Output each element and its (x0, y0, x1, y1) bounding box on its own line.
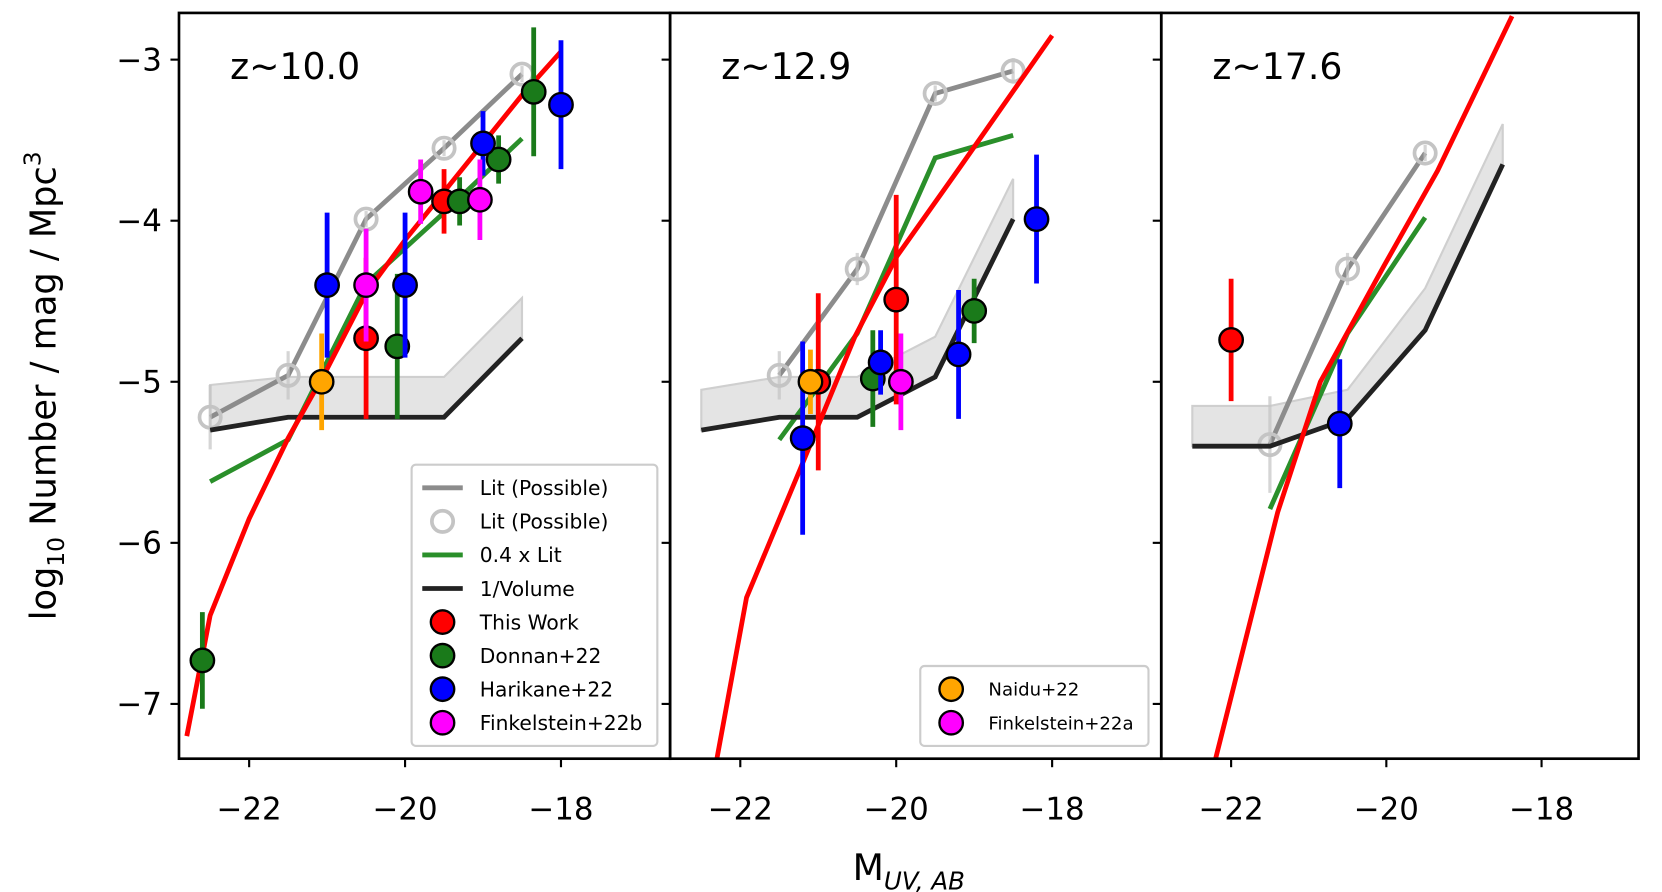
legend-item: Lit (Possible) (422, 476, 608, 500)
legend-item: Donnan+22 (429, 642, 602, 669)
marker (789, 425, 816, 452)
panel-frame (1159, 11, 1640, 761)
x-tick-label: −22 (1199, 791, 1264, 827)
legend-swatch (430, 508, 456, 534)
marker (520, 78, 547, 105)
legend-swatch (429, 676, 456, 703)
legend-item: Naidu+22 (938, 676, 1079, 703)
marker (844, 256, 870, 282)
legend-label: 1/Volume (480, 577, 575, 601)
y-label-sup: 3 (18, 151, 46, 166)
y-label-sub: 10 (42, 537, 70, 567)
x-axis-label: MUV, AB (853, 846, 965, 892)
marker (1218, 327, 1245, 353)
legend-label: Lit (Possible) (480, 510, 609, 534)
y-label-main: Number / mag / Mpc (23, 166, 64, 537)
x-label-sub: UV, AB (884, 867, 965, 892)
legend-item: Lit (Possible) (430, 508, 609, 534)
legend-box (919, 664, 1150, 747)
marker (1335, 256, 1361, 282)
plot-area (1191, 15, 1515, 759)
x-tick-label: −20 (1354, 791, 1419, 827)
x-tick-label: −18 (1020, 791, 1085, 827)
legend: Lit (Possible) Lit (Possible) 0.4 x Lit 1/V… (410, 463, 659, 747)
x-tick-label: −22 (708, 791, 773, 827)
line (714, 34, 1055, 759)
marker (353, 272, 379, 299)
legend-item: 0.4 x Lit (422, 543, 562, 567)
marker (392, 272, 418, 299)
marker (485, 146, 512, 173)
legend-label: Lit (Possible) (480, 476, 609, 500)
marker (883, 286, 910, 313)
marker (470, 130, 496, 157)
line (1213, 15, 1515, 759)
panel-title: z~12.9 (721, 45, 851, 88)
legend-label: Naidu+22 (988, 680, 1079, 701)
band (1191, 123, 1504, 448)
y-label-pre: log (23, 567, 64, 621)
legend-item: This Work (429, 609, 579, 635)
line (700, 218, 1016, 433)
legend-item: 1/Volume (422, 577, 575, 601)
legend-label: Finkelstein+22b (480, 711, 643, 735)
x-tick-label: −20 (864, 791, 929, 827)
legend-swatch (429, 709, 456, 736)
marker (1000, 58, 1026, 84)
legend-swatch (429, 642, 456, 669)
marker (961, 298, 988, 324)
marker (308, 368, 335, 395)
legend-item: Finkelstein+22b (429, 709, 643, 736)
legend-label: Finkelstein+22a (988, 713, 1133, 734)
legend-item: Finkelstein+22a (938, 709, 1134, 736)
y-axis-label: log10 Number / mag / Mpc3 (18, 151, 69, 620)
marker (945, 341, 972, 368)
legend-box (410, 463, 659, 747)
x-tick-label: −18 (1509, 791, 1574, 827)
legend-label: Harikane+22 (480, 677, 613, 701)
legend-swatch (938, 676, 965, 703)
y-tick-label: −7 (116, 687, 162, 723)
x-tick-label: −18 (528, 791, 593, 827)
legend: Naidu+22 Finkelstein+22a (919, 664, 1150, 747)
plot-area (184, 27, 574, 737)
y-tick-label: −6 (116, 526, 162, 562)
marker (548, 91, 574, 118)
plot-area (700, 34, 1055, 759)
marker (797, 368, 824, 395)
marker (467, 186, 493, 213)
x-tick-label: −20 (372, 791, 437, 827)
marker (766, 362, 792, 388)
panel: −22 −20 −18 z~12.9 Naidu+22 Finkelstein+22a (661, 11, 1163, 827)
legend-label: 0.4 x Lit (480, 543, 562, 567)
y-tick-label: −3 (116, 42, 162, 78)
marker (1023, 206, 1050, 232)
y-tick-label: −4 (116, 203, 162, 239)
legend-item: Harikane+22 (429, 676, 613, 703)
legend-label: This Work (479, 610, 579, 634)
y-tick-label: −5 (116, 364, 162, 400)
panel: −22 −20 −18 z~17.6 (1152, 11, 1640, 827)
x-tick-label: −22 (217, 791, 282, 827)
marker (275, 362, 301, 388)
marker (431, 135, 457, 161)
marker (887, 368, 914, 395)
marker (867, 349, 894, 376)
marker (189, 647, 216, 674)
legend-swatch (429, 609, 456, 635)
panel-title: z~10.0 (230, 45, 360, 88)
marker (407, 178, 434, 205)
marker (314, 272, 340, 299)
x-label-main: M (853, 846, 884, 889)
marker (922, 80, 948, 106)
legend-label: Donnan+22 (480, 644, 602, 668)
marker (1326, 410, 1353, 437)
legend-swatch (938, 709, 965, 736)
marker (1412, 140, 1438, 166)
panel-title: z~17.6 (1212, 45, 1342, 88)
